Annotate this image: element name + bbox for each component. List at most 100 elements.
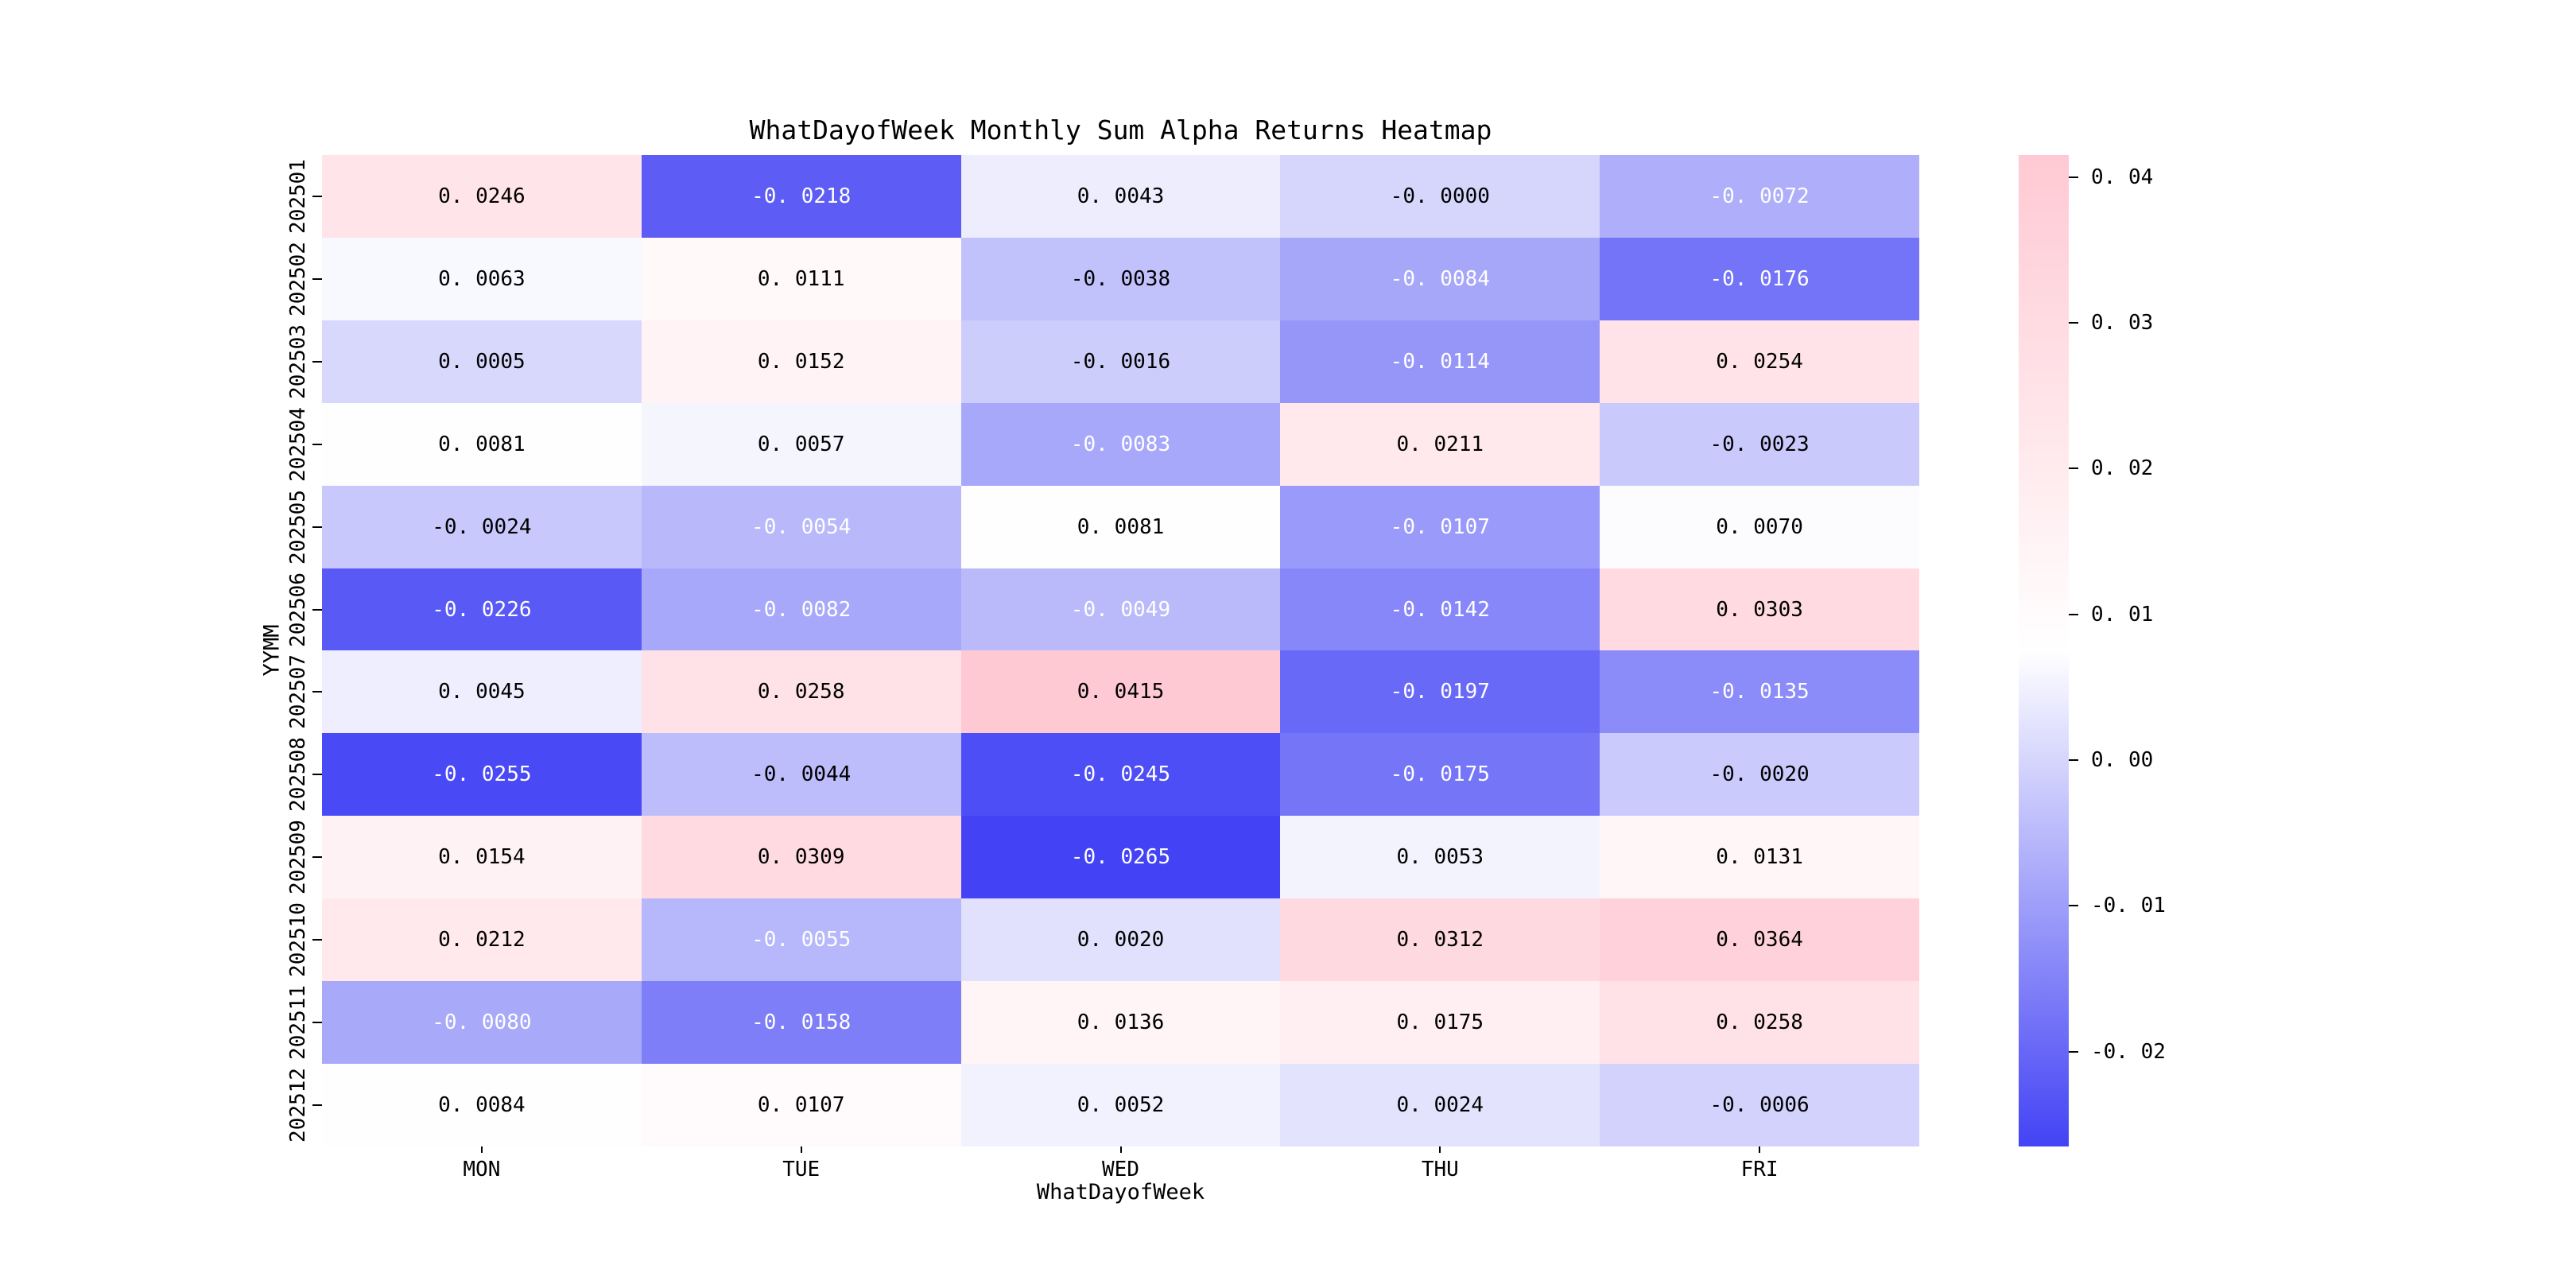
- heatmap-cell: 0. 0107: [641, 1064, 961, 1146]
- heatmap-cell: -0. 0080: [322, 981, 642, 1065]
- colorbar: [2019, 155, 2069, 1146]
- chart-title: WhatDayofWeek Monthly Sum Alpha Returns …: [749, 114, 1492, 145]
- colorbar-tick-mark: [2069, 905, 2078, 907]
- y-tick-label: 202509: [286, 820, 310, 895]
- x-tick-label: FRI: [1740, 1158, 1779, 1181]
- heatmap-cell: -0. 0084: [1280, 237, 1600, 320]
- heatmap-cell: 0. 0043: [960, 155, 1281, 238]
- x-tick-label: TUE: [782, 1158, 821, 1181]
- heatmap-cell: 0. 0131: [1600, 816, 1919, 899]
- heatmap-cell: 0. 0053: [1280, 816, 1600, 899]
- heatmap-cell: 0. 0258: [1600, 981, 1919, 1065]
- y-tick-label: 202507: [286, 654, 310, 730]
- y-tick-mark: [312, 856, 322, 859]
- y-tick-mark: [312, 277, 322, 280]
- heatmap-cell: -0. 0083: [960, 402, 1281, 486]
- y-tick-label: 202503: [286, 324, 310, 399]
- heatmap-cell: -0. 0049: [960, 568, 1281, 651]
- x-tick-mark: [1759, 1146, 1761, 1153]
- y-tick-label: 202511: [286, 985, 310, 1061]
- colorbar-tick-mark: [2069, 321, 2078, 324]
- colorbar-tick-mark: [2069, 176, 2078, 178]
- heatmap-cell: -0. 0072: [1600, 155, 1919, 238]
- heatmap-cell: -0. 0006: [1600, 1064, 1919, 1146]
- heatmap-cell: 0. 0254: [1600, 320, 1919, 403]
- y-tick-mark: [312, 939, 322, 941]
- heatmap-cell: -0. 0175: [1280, 733, 1600, 817]
- heatmap-cell: -0. 0114: [1280, 320, 1600, 403]
- y-tick-mark: [312, 1022, 322, 1024]
- y-tick-label: 202508: [286, 737, 310, 813]
- heatmap-cell: 0. 0084: [322, 1064, 642, 1146]
- y-tick-label: 202506: [286, 572, 310, 647]
- heatmap-cell: 0. 0111: [641, 237, 961, 320]
- heatmap-cell: 0. 0303: [1600, 568, 1919, 651]
- heatmap-cell: -0. 0020: [1600, 733, 1919, 817]
- x-tick-label: WED: [1102, 1158, 1139, 1181]
- heatmap-cell: 0. 0024: [1280, 1064, 1600, 1146]
- x-tick-mark: [1439, 1146, 1441, 1153]
- heatmap-cell: 0. 0246: [322, 155, 642, 238]
- heatmap-cell: -0. 0218: [641, 155, 961, 238]
- heatmap-cell: 0. 0081: [960, 485, 1281, 568]
- heatmap-cell: 0. 0152: [641, 320, 961, 403]
- y-tick-label: 202510: [286, 902, 310, 978]
- heatmap-cell: -0. 0265: [960, 816, 1281, 899]
- y-tick-label: 202501: [286, 158, 310, 234]
- heatmap-cell: 0. 0309: [641, 816, 961, 899]
- heatmap-cell: 0. 0070: [1600, 485, 1919, 568]
- heatmap-cell: -0. 0024: [322, 485, 642, 568]
- heatmap-cell: -0. 0197: [1280, 650, 1600, 734]
- x-tick-mark: [800, 1146, 802, 1153]
- heatmap-cell: 0. 0212: [322, 898, 642, 982]
- heatmap-cell: 0. 0052: [960, 1064, 1281, 1146]
- heatmap-cell: -0. 0055: [641, 898, 961, 982]
- heatmap-cell: 0. 0081: [322, 402, 642, 486]
- x-tick-label: THU: [1421, 1158, 1459, 1181]
- x-axis-title: WhatDayofWeek: [1036, 1180, 1205, 1205]
- heatmap-cell: 0. 0312: [1280, 898, 1600, 982]
- colorbar-tick-label: 0. 02: [2091, 456, 2154, 481]
- heatmap-cell: -0. 0142: [1280, 568, 1600, 651]
- x-tick-mark: [480, 1146, 483, 1153]
- heatmap-cell: 0. 0057: [641, 402, 961, 486]
- y-axis-title: YYMM: [259, 624, 285, 677]
- colorbar-tick-label: -0. 01: [2091, 894, 2166, 918]
- heatmap-cell: -0. 0158: [641, 981, 961, 1065]
- colorbar-tick-mark: [2069, 467, 2078, 470]
- heatmap-cell: 0. 0211: [1280, 402, 1600, 486]
- colorbar-tick-label: 0. 03: [2091, 310, 2154, 335]
- heatmap-cell: 0. 0005: [322, 320, 642, 403]
- heatmap-cell: -0. 0000: [1280, 155, 1600, 238]
- heatmap-cell: 0. 0063: [322, 237, 642, 320]
- heatmap-cell: 0. 0136: [960, 981, 1281, 1065]
- heatmap-cell: -0. 0023: [1600, 402, 1919, 486]
- heatmap-cell: -0. 0038: [960, 237, 1281, 320]
- heatmap-cell: -0. 0135: [1600, 650, 1919, 734]
- y-tick-mark: [312, 526, 322, 528]
- heatmap-cell: -0. 0107: [1280, 485, 1600, 568]
- x-tick-mark: [1119, 1146, 1122, 1153]
- heatmap-cell: 0. 0364: [1600, 898, 1919, 982]
- heatmap-cell: -0. 0082: [641, 568, 961, 651]
- colorbar-tick-mark: [2069, 613, 2078, 615]
- y-tick-mark: [312, 608, 322, 611]
- colorbar-tick-label: 0. 04: [2091, 165, 2154, 189]
- y-tick-mark: [312, 1104, 322, 1107]
- heatmap-cell: 0. 0175: [1280, 981, 1600, 1065]
- heatmap-cell: 0. 0258: [641, 650, 961, 734]
- y-tick-mark: [312, 774, 322, 776]
- heatmap-cell: 0. 0045: [322, 650, 642, 734]
- colorbar-tick-label: 0. 01: [2091, 602, 2154, 627]
- colorbar-tick-label: -0. 02: [2091, 1039, 2166, 1064]
- heatmap-cell: -0. 0255: [322, 733, 642, 817]
- colorbar-tick-mark: [2069, 759, 2078, 762]
- heatmap-grid: 0. 0246 -0. 0218 0. 0043 -0. 0000 -0. 0072 0.…: [322, 155, 1919, 1146]
- heatmap-cell: -0. 0044: [641, 733, 961, 817]
- y-tick-mark: [312, 195, 322, 197]
- y-tick-label: 202502: [286, 241, 310, 316]
- y-tick-label: 202512: [286, 1068, 310, 1143]
- heatmap-cell: 0. 0415: [960, 650, 1281, 734]
- heatmap-cell: -0. 0226: [322, 568, 642, 651]
- y-tick-label: 202505: [286, 489, 310, 564]
